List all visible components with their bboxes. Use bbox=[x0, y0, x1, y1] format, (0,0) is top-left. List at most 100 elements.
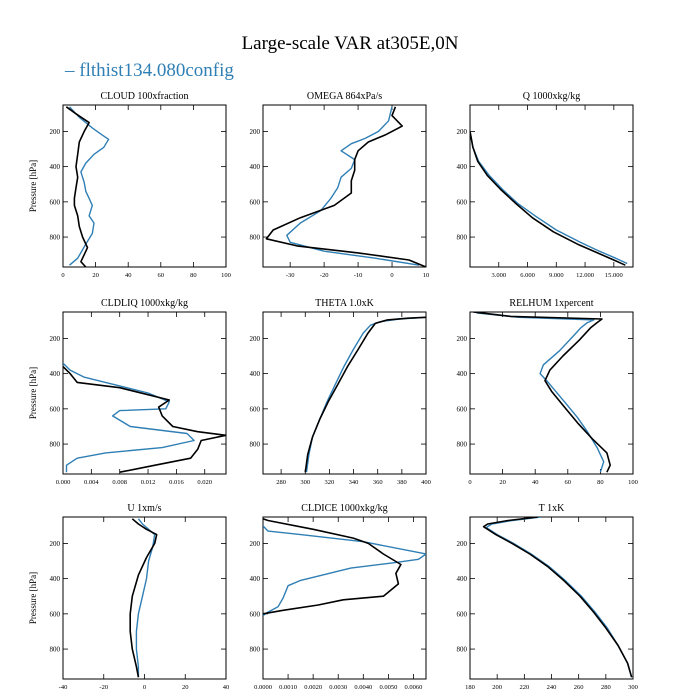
y-tick-label-theta: 200 bbox=[250, 335, 261, 343]
series-line-u-model bbox=[135, 518, 156, 678]
plot-frame-cldliq bbox=[62, 311, 227, 475]
x-tick-label-theta: 300 bbox=[300, 479, 310, 486]
series-line-cloud-reference bbox=[65, 106, 90, 267]
y-tick-label-t: 600 bbox=[457, 610, 468, 618]
x-tick-label-theta: 360 bbox=[373, 479, 383, 486]
y-tick-label-cldice: 800 bbox=[250, 646, 261, 654]
panel-q: Q 1000xkg/kg 200 400 600 800 3.000 6.000 9.000 1… bbox=[457, 91, 634, 279]
y-tick-label-u: 400 bbox=[50, 575, 61, 583]
plot-frame-omega bbox=[262, 104, 427, 268]
x-tick-label-t: 180 bbox=[465, 684, 475, 691]
x-tick-label-theta: 280 bbox=[276, 479, 286, 486]
series-line-relhum-reference bbox=[473, 312, 612, 473]
panel-title-q: Q 1000xkg/kg bbox=[523, 91, 581, 102]
series-line-u-reference bbox=[129, 518, 158, 678]
panel-title-cloud: CLOUD 100xfraction bbox=[100, 91, 188, 102]
x-tick-label-t: 200 bbox=[492, 684, 502, 691]
x-tick-label-q: 6.000 bbox=[520, 272, 535, 279]
plot-frame-relhum bbox=[469, 311, 634, 475]
series-line-t-reference bbox=[482, 517, 633, 678]
series-line-cldice-reference bbox=[263, 518, 402, 615]
panel-relhum: RELHUM 1xpercent 200 400 600 800 0 20 40 60 80 100 bbox=[457, 298, 638, 486]
y-tick-label-t: 400 bbox=[457, 575, 468, 583]
legend-label: flthist134.080config bbox=[79, 60, 234, 81]
y-tick-label-cloud: 200 bbox=[50, 128, 61, 136]
series-line-cldliq-reference bbox=[63, 366, 226, 473]
x-tick-label-t: 240 bbox=[547, 684, 557, 691]
x-tick-label-cldice: 0.0030 bbox=[329, 684, 347, 691]
x-tick-label-cloud: 80 bbox=[190, 272, 197, 279]
legend-marker: – bbox=[65, 60, 75, 81]
y-tick-label-t: 200 bbox=[457, 540, 468, 548]
x-tick-label-relhum: 60 bbox=[565, 479, 572, 486]
y-tick-label-relhum: 800 bbox=[457, 441, 468, 449]
x-tick-label-cloud: 40 bbox=[125, 272, 132, 279]
x-tick-label-q: 3.000 bbox=[491, 272, 506, 279]
x-tick-label-cldliq: 0.012 bbox=[141, 479, 156, 486]
y-tick-label-u: 200 bbox=[50, 540, 61, 548]
panel-title-cldice: CLDICE 1000xkg/kg bbox=[301, 503, 387, 514]
panel-cloud: CLOUD 100xfraction 200 400 600 800 0 20 40 60 80 1… bbox=[28, 91, 231, 279]
y-tick-label-cldice: 400 bbox=[250, 575, 261, 583]
series-line-theta-reference bbox=[304, 316, 426, 473]
y-tick-label-theta: 400 bbox=[250, 370, 261, 378]
y-axis-label-cldliq: Pressure [hPa] bbox=[28, 367, 38, 419]
x-tick-label-cloud: 60 bbox=[158, 272, 165, 279]
panel-title-relhum: RELHUM 1xpercent bbox=[509, 298, 593, 309]
plot-frame-cloud bbox=[62, 104, 227, 268]
plot-frame-cldice bbox=[262, 516, 427, 680]
x-tick-label-omega: 0 bbox=[390, 272, 393, 279]
x-tick-label-theta: 380 bbox=[397, 479, 407, 486]
x-tick-label-omega: -10 bbox=[354, 272, 363, 279]
plot-frame-q bbox=[469, 104, 634, 268]
y-tick-label-cldliq: 800 bbox=[50, 441, 61, 449]
y-tick-label-cldliq: 600 bbox=[50, 405, 61, 413]
x-tick-label-omega: 10 bbox=[423, 272, 430, 279]
series-line-relhum-model bbox=[476, 312, 605, 473]
x-tick-label-theta: 320 bbox=[325, 479, 335, 486]
x-tick-label-u: -40 bbox=[59, 684, 68, 691]
x-tick-label-t: 300 bbox=[628, 684, 638, 691]
y-tick-label-omega: 600 bbox=[250, 198, 261, 206]
y-tick-label-omega: 400 bbox=[250, 163, 261, 171]
y-tick-label-cloud: 600 bbox=[50, 198, 61, 206]
x-tick-label-relhum: 40 bbox=[532, 479, 539, 486]
y-tick-label-cldice: 600 bbox=[250, 610, 261, 618]
x-tick-label-cldice: 0.0060 bbox=[405, 684, 423, 691]
plot-frame-t bbox=[469, 516, 634, 680]
series-line-omega-model bbox=[286, 106, 420, 266]
x-tick-label-cloud: 20 bbox=[92, 272, 99, 279]
x-tick-label-cldliq: 0.020 bbox=[197, 479, 212, 486]
x-tick-label-u: 0 bbox=[143, 684, 146, 691]
x-tick-label-cloud: 0 bbox=[61, 272, 64, 279]
x-tick-label-omega: -20 bbox=[320, 272, 329, 279]
x-tick-label-cldice: 0.0020 bbox=[304, 684, 322, 691]
y-tick-label-q: 800 bbox=[457, 234, 468, 242]
y-tick-label-q: 400 bbox=[457, 163, 468, 171]
y-axis-label-cloud: Pressure [hPa] bbox=[28, 160, 38, 212]
x-tick-label-cldliq: 0.004 bbox=[84, 479, 99, 486]
series-line-cldice-model bbox=[263, 525, 426, 617]
panel-t: T 1xK 200 400 600 800 180 200 220 240 260 280 300 bbox=[457, 503, 638, 691]
x-tick-label-cldice: 0.0010 bbox=[279, 684, 297, 691]
y-tick-label-relhum: 200 bbox=[457, 335, 468, 343]
panel-omega: OMEGA 864xPa/s 200 400 600 800 -30 -20 -10 0 10 bbox=[250, 91, 430, 279]
panel-theta: THETA 1.0xK 200 400 600 800 280 300 320 340 360 38… bbox=[250, 298, 431, 486]
x-tick-label-omega: -30 bbox=[286, 272, 295, 279]
series-line-cldliq-model bbox=[63, 362, 195, 473]
y-tick-label-cldliq: 400 bbox=[50, 370, 61, 378]
y-tick-label-cldliq: 200 bbox=[50, 335, 61, 343]
legend: – flthist134.080config bbox=[65, 60, 234, 82]
y-tick-label-q: 600 bbox=[457, 198, 468, 206]
y-tick-label-q: 200 bbox=[457, 128, 468, 136]
series-line-q-model bbox=[470, 131, 628, 265]
x-tick-label-theta: 400 bbox=[421, 479, 431, 486]
y-tick-label-cloud: 800 bbox=[50, 234, 61, 242]
y-tick-label-relhum: 400 bbox=[457, 370, 468, 378]
panel-cldice: CLDICE 1000xkg/kg 200 400 600 800 0.0000 0.001… bbox=[250, 503, 427, 691]
y-tick-label-t: 800 bbox=[457, 646, 468, 654]
x-tick-label-cldliq: 0.000 bbox=[56, 479, 71, 486]
x-tick-label-cloud: 100 bbox=[221, 272, 231, 279]
y-tick-label-cloud: 400 bbox=[50, 163, 61, 171]
